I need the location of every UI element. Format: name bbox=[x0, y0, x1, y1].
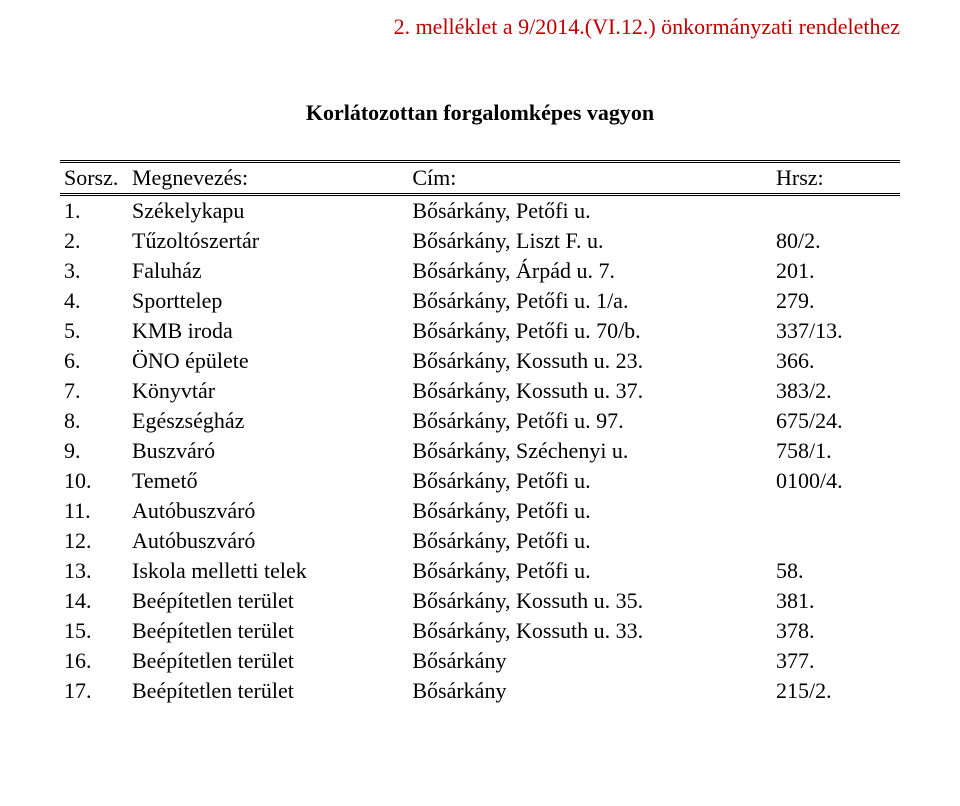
cell-cim: Bősárkány, Kossuth u. 37. bbox=[408, 376, 772, 406]
table-row: 17.Beépítetlen területBősárkány215/2. bbox=[60, 676, 900, 706]
table-row: 9.BuszváróBősárkány, Széchenyi u.758/1. bbox=[60, 436, 900, 466]
col-header-hrsz: Hrsz: bbox=[772, 162, 900, 195]
cell-megnevezes: ÖNO épülete bbox=[128, 346, 408, 376]
cell-megnevezes: Temető bbox=[128, 466, 408, 496]
table-row: 8.EgészségházBősárkány, Petőfi u. 97.675… bbox=[60, 406, 900, 436]
cell-hrsz: 378. bbox=[772, 616, 900, 646]
table-row: 4.SporttelepBősárkány, Petőfi u. 1/a.279… bbox=[60, 286, 900, 316]
cell-cim: Bősárkány, Kossuth u. 35. bbox=[408, 586, 772, 616]
cell-hrsz: 381. bbox=[772, 586, 900, 616]
cell-megnevezes: Autóbuszváró bbox=[128, 526, 408, 556]
cell-cim: Bősárkány, Petőfi u. bbox=[408, 195, 772, 227]
cell-sorsz: 1. bbox=[60, 195, 128, 227]
cell-sorsz: 4. bbox=[60, 286, 128, 316]
cell-hrsz: 758/1. bbox=[772, 436, 900, 466]
table-row: 15.Beépítetlen területBősárkány, Kossuth… bbox=[60, 616, 900, 646]
cell-hrsz: 675/24. bbox=[772, 406, 900, 436]
table-row: 13.Iskola melletti telekBősárkány, Petőf… bbox=[60, 556, 900, 586]
col-header-cim: Cím: bbox=[408, 162, 772, 195]
table-row: 10.TemetőBősárkány, Petőfi u.0100/4. bbox=[60, 466, 900, 496]
cell-cim: Bősárkány, Árpád u. 7. bbox=[408, 256, 772, 286]
table-row: 16.Beépítetlen területBősárkány377. bbox=[60, 646, 900, 676]
cell-megnevezes: Beépítetlen terület bbox=[128, 676, 408, 706]
cell-megnevezes: Buszváró bbox=[128, 436, 408, 466]
cell-sorsz: 10. bbox=[60, 466, 128, 496]
page: 2. melléklet a 9/2014.(VI.12.) önkormány… bbox=[0, 0, 960, 726]
cell-sorsz: 12. bbox=[60, 526, 128, 556]
cell-cim: Bősárkány, Széchenyi u. bbox=[408, 436, 772, 466]
cell-megnevezes: Beépítetlen terület bbox=[128, 586, 408, 616]
cell-megnevezes: Faluház bbox=[128, 256, 408, 286]
cell-sorsz: 3. bbox=[60, 256, 128, 286]
cell-megnevezes: Iskola melletti telek bbox=[128, 556, 408, 586]
table-row: 1.SzékelykapuBősárkány, Petőfi u. bbox=[60, 195, 900, 227]
table-row: 7.KönyvtárBősárkány, Kossuth u. 37.383/2… bbox=[60, 376, 900, 406]
document-title: Korlátozottan forgalomképes vagyon bbox=[60, 100, 900, 126]
cell-cim: Bősárkány bbox=[408, 676, 772, 706]
cell-megnevezes: Beépítetlen terület bbox=[128, 616, 408, 646]
cell-sorsz: 7. bbox=[60, 376, 128, 406]
cell-sorsz: 13. bbox=[60, 556, 128, 586]
cell-hrsz: 383/2. bbox=[772, 376, 900, 406]
cell-megnevezes: Könyvtár bbox=[128, 376, 408, 406]
cell-cim: Bősárkány, Petőfi u. 97. bbox=[408, 406, 772, 436]
cell-cim: Bősárkány, Kossuth u. 23. bbox=[408, 346, 772, 376]
asset-table: Sorsz. Megnevezés: Cím: Hrsz: 1.Székelyk… bbox=[60, 160, 900, 706]
cell-sorsz: 9. bbox=[60, 436, 128, 466]
cell-hrsz: 279. bbox=[772, 286, 900, 316]
table-row: 5.KMB irodaBősárkány, Petőfi u. 70/b.337… bbox=[60, 316, 900, 346]
col-header-sorsz: Sorsz. bbox=[60, 162, 128, 195]
table-row: 2.TűzoltószertárBősárkány, Liszt F. u.80… bbox=[60, 226, 900, 256]
cell-hrsz: 201. bbox=[772, 256, 900, 286]
table-row: 3.FaluházBősárkány, Árpád u. 7.201. bbox=[60, 256, 900, 286]
cell-hrsz: 80/2. bbox=[772, 226, 900, 256]
cell-cim: Bősárkány, Petőfi u. bbox=[408, 466, 772, 496]
cell-cim: Bősárkány, Petőfi u. 1/a. bbox=[408, 286, 772, 316]
cell-hrsz bbox=[772, 496, 900, 526]
cell-cim: Bősárkány, Petőfi u. 70/b. bbox=[408, 316, 772, 346]
cell-hrsz: 58. bbox=[772, 556, 900, 586]
cell-cim: Bősárkány, Kossuth u. 33. bbox=[408, 616, 772, 646]
cell-sorsz: 5. bbox=[60, 316, 128, 346]
cell-cim: Bősárkány, Petőfi u. bbox=[408, 526, 772, 556]
cell-cim: Bősárkány, Liszt F. u. bbox=[408, 226, 772, 256]
cell-hrsz: 366. bbox=[772, 346, 900, 376]
cell-megnevezes: Tűzoltószertár bbox=[128, 226, 408, 256]
cell-hrsz: 215/2. bbox=[772, 676, 900, 706]
cell-sorsz: 15. bbox=[60, 616, 128, 646]
table-header-row: Sorsz. Megnevezés: Cím: Hrsz: bbox=[60, 162, 900, 195]
cell-cim: Bősárkány, Petőfi u. bbox=[408, 496, 772, 526]
attachment-title: 2. melléklet a 9/2014.(VI.12.) önkormány… bbox=[60, 14, 900, 40]
table-row: 11.AutóbuszváróBősárkány, Petőfi u. bbox=[60, 496, 900, 526]
table-row: 6.ÖNO épületeBősárkány, Kossuth u. 23.36… bbox=[60, 346, 900, 376]
cell-megnevezes: Székelykapu bbox=[128, 195, 408, 227]
cell-sorsz: 16. bbox=[60, 646, 128, 676]
cell-megnevezes: Egészségház bbox=[128, 406, 408, 436]
table-row: 14.Beépítetlen területBősárkány, Kossuth… bbox=[60, 586, 900, 616]
cell-cim: Bősárkány, Petőfi u. bbox=[408, 556, 772, 586]
cell-cim: Bősárkány bbox=[408, 646, 772, 676]
cell-megnevezes: Sporttelep bbox=[128, 286, 408, 316]
table-row: 12.AutóbuszváróBősárkány, Petőfi u. bbox=[60, 526, 900, 556]
cell-hrsz: 0100/4. bbox=[772, 466, 900, 496]
cell-sorsz: 14. bbox=[60, 586, 128, 616]
cell-hrsz bbox=[772, 195, 900, 227]
col-header-megnevezes: Megnevezés: bbox=[128, 162, 408, 195]
cell-hrsz: 377. bbox=[772, 646, 900, 676]
cell-sorsz: 2. bbox=[60, 226, 128, 256]
cell-sorsz: 8. bbox=[60, 406, 128, 436]
cell-hrsz bbox=[772, 526, 900, 556]
cell-megnevezes: Beépítetlen terület bbox=[128, 646, 408, 676]
cell-sorsz: 11. bbox=[60, 496, 128, 526]
cell-sorsz: 17. bbox=[60, 676, 128, 706]
cell-sorsz: 6. bbox=[60, 346, 128, 376]
cell-megnevezes: KMB iroda bbox=[128, 316, 408, 346]
cell-hrsz: 337/13. bbox=[772, 316, 900, 346]
table-body: 1.SzékelykapuBősárkány, Petőfi u.2.Tűzol… bbox=[60, 195, 900, 707]
cell-megnevezes: Autóbuszváró bbox=[128, 496, 408, 526]
